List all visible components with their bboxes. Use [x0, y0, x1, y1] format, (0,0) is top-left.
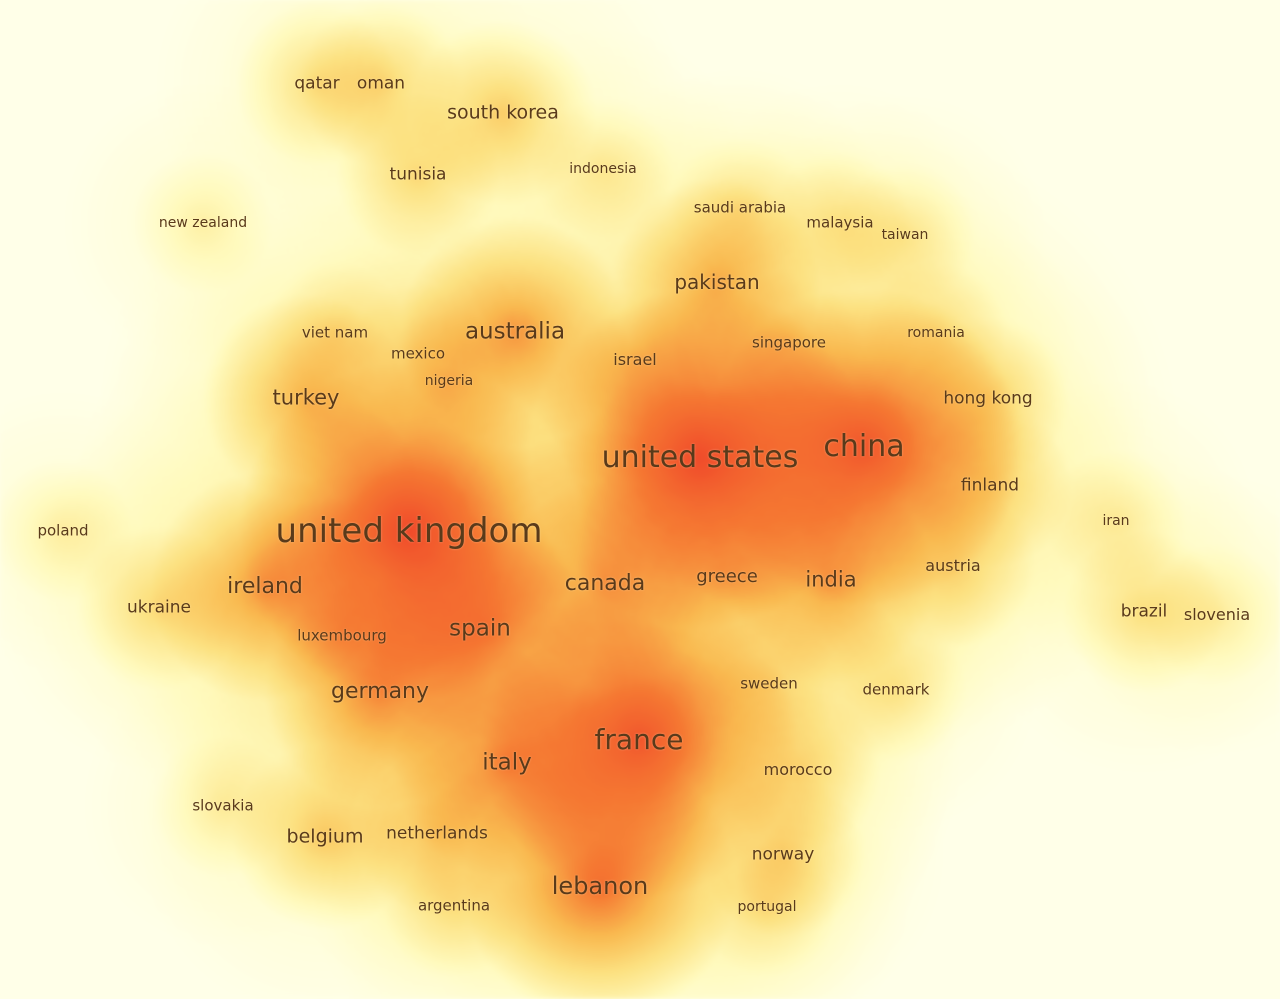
country-label-nigeria: nigeria — [424, 373, 474, 389]
country-label-tunisia: tunisia — [389, 164, 447, 185]
country-label-new-zealand: new zealand — [158, 215, 248, 231]
country-label-romania: romania — [907, 325, 965, 341]
country-label-belgium: belgium — [286, 825, 364, 848]
country-label-mexico: mexico — [390, 344, 446, 363]
country-label-sweden: sweden — [740, 674, 798, 693]
country-label-turkey: turkey — [272, 385, 340, 410]
country-label-ireland: ireland — [227, 574, 303, 599]
country-label-finland: finland — [960, 475, 1020, 496]
country-label-brazil: brazil — [1120, 601, 1168, 622]
country-label-iran: iran — [1102, 513, 1130, 529]
country-label-germany: germany — [330, 679, 430, 704]
country-label-united-kingdom: united kingdom — [275, 511, 543, 551]
country-label-indonesia: indonesia — [569, 161, 637, 177]
country-label-austria: austria — [925, 556, 981, 575]
country-label-oman: oman — [356, 73, 406, 94]
country-label-viet-nam: viet nam — [301, 323, 369, 342]
country-label-india: india — [805, 567, 857, 592]
country-label-morocco: morocco — [763, 760, 833, 779]
country-label-australia: australia — [464, 318, 566, 345]
country-label-china: china — [823, 429, 905, 464]
country-label-israel: israel — [613, 350, 657, 369]
country-label-norway: norway — [751, 844, 815, 865]
country-label-slovakia: slovakia — [192, 796, 254, 815]
country-label-qatar: qatar — [294, 73, 340, 94]
country-label-greece: greece — [696, 566, 758, 587]
country-label-hong-kong: hong kong — [943, 388, 1033, 409]
country-label-south-korea: south korea — [447, 101, 559, 124]
country-label-luxembourg: luxembourg — [297, 626, 387, 645]
country-label-france: france — [594, 723, 684, 756]
country-label-taiwan: taiwan — [881, 227, 929, 243]
country-label-netherlands: netherlands — [386, 823, 488, 844]
country-label-united-states: united states — [601, 440, 799, 475]
country-label-italy: italy — [482, 749, 532, 776]
country-label-ukraine: ukraine — [127, 597, 191, 618]
country-label-poland: poland — [37, 521, 89, 540]
country-label-spain: spain — [449, 615, 511, 642]
country-label-singapore: singapore — [752, 333, 826, 352]
country-label-lebanon: lebanon — [551, 872, 649, 900]
country-label-saudi-arabia: saudi arabia — [693, 198, 787, 217]
country-label-argentina: argentina — [417, 896, 491, 915]
country-label-malaysia: malaysia — [806, 213, 874, 232]
country-label-denmark: denmark — [862, 680, 930, 699]
country-label-pakistan: pakistan — [674, 270, 760, 294]
country-label-canada: canada — [564, 571, 646, 596]
country-label-slovenia: slovenia — [1183, 605, 1251, 624]
country-label-portugal: portugal — [737, 899, 797, 915]
